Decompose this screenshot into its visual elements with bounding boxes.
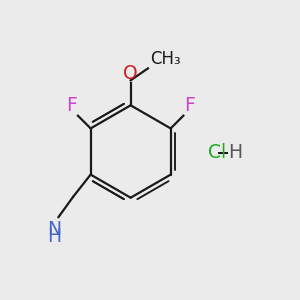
Text: O: O bbox=[123, 64, 138, 83]
Text: N: N bbox=[47, 220, 61, 238]
Text: Cl: Cl bbox=[208, 143, 226, 162]
Text: F: F bbox=[66, 95, 77, 115]
Text: F: F bbox=[184, 95, 195, 115]
Text: CH₃: CH₃ bbox=[150, 50, 180, 68]
Text: H: H bbox=[47, 227, 61, 246]
Text: H: H bbox=[228, 143, 242, 162]
